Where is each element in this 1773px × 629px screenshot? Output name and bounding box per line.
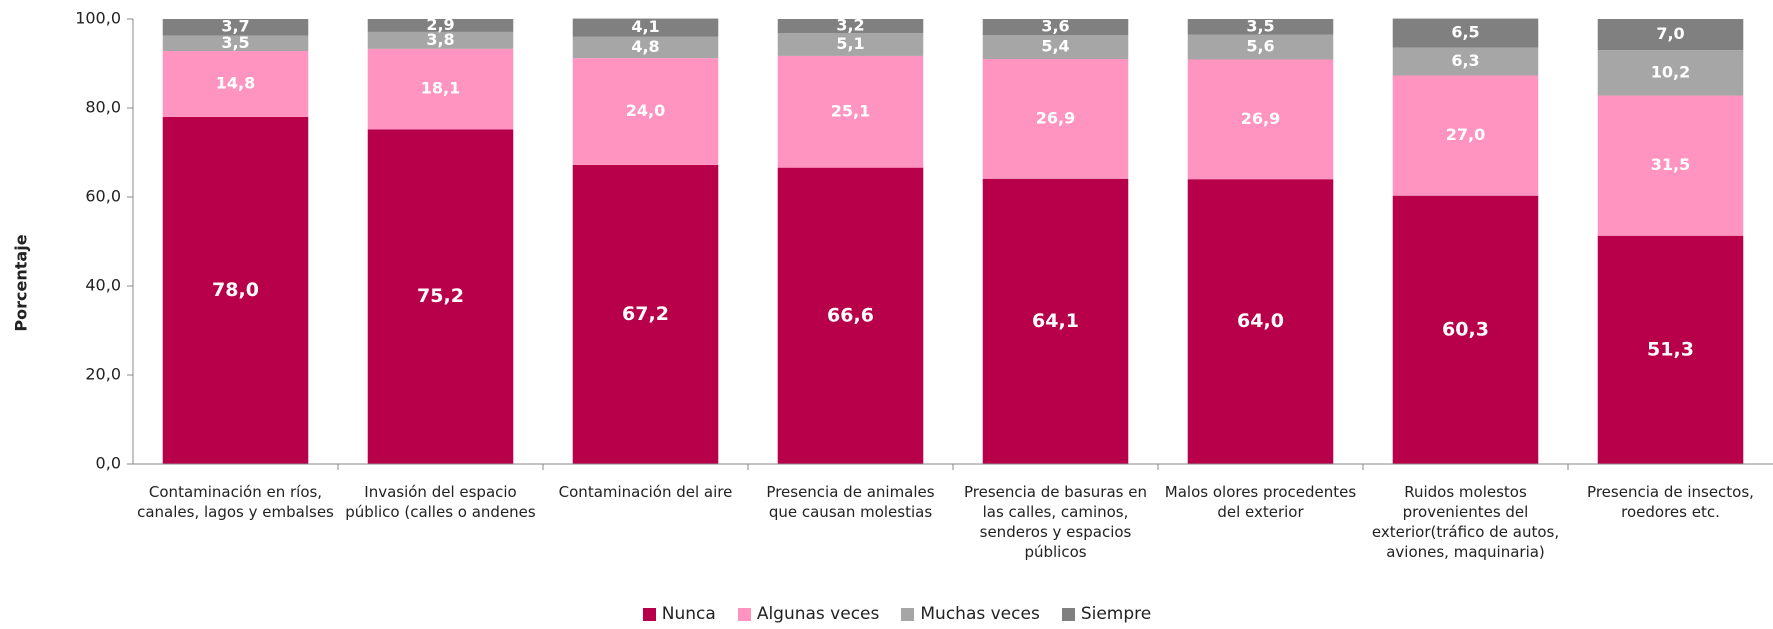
y-tick-label: 20,0: [85, 365, 121, 384]
bar-segment: [367, 129, 514, 465]
data-label: 51,3: [1647, 338, 1694, 360]
legend-swatch: [901, 607, 915, 621]
bar-segment: [162, 35, 309, 52]
bar-segment: [1392, 75, 1539, 196]
data-label: 2,9: [426, 15, 454, 34]
bar-segment: [777, 55, 924, 168]
data-label: 24,0: [626, 101, 665, 120]
bar-segment: [1392, 18, 1539, 48]
data-label: 31,5: [1651, 155, 1690, 174]
bar-segment: [777, 167, 924, 464]
bar-segment: [1187, 19, 1334, 35]
x-tick-label: Presencia de insectos, roedores etc.: [1587, 483, 1754, 521]
bar-segment: [572, 36, 719, 59]
chart: Porcentaje 0,0 20,0 40,0 60,0 80,0 100,0 78,0 1…: [12, 9, 1773, 473]
data-label: 3,5: [1246, 16, 1274, 35]
data-label: 6,3: [1451, 51, 1479, 70]
y-tick-label: 0,0: [96, 454, 121, 473]
bar-segment: [982, 178, 1129, 464]
legend-swatch: [737, 607, 751, 621]
bar-segment: [1597, 19, 1744, 51]
data-label: 4,1: [631, 17, 659, 36]
data-label: 5,1: [836, 34, 864, 53]
data-label: 18,1: [421, 79, 460, 98]
bar-segment: [982, 59, 1129, 179]
bar-segment: [572, 164, 719, 464]
y-tick-label: 60,0: [85, 187, 121, 206]
data-label: 6,5: [1451, 23, 1479, 42]
bar-segment: [1187, 179, 1334, 464]
data-label: 67,2: [622, 303, 669, 325]
bar-segment: [367, 31, 514, 49]
legend-label: Muchas veces: [920, 604, 1040, 624]
bar-segment: [777, 33, 924, 56]
y-axis-label: Porcentaje: [12, 234, 31, 331]
data-label: 66,6: [827, 304, 874, 326]
bar-segment: [1597, 50, 1744, 96]
data-label: 25,1: [831, 101, 870, 120]
data-label: 7,0: [1656, 24, 1684, 43]
data-label: 26,9: [1036, 108, 1075, 127]
data-label: 3,2: [836, 16, 864, 35]
bar-segment: [1392, 195, 1539, 465]
bar-segment: [162, 51, 309, 117]
data-label: 3,8: [426, 30, 454, 49]
bar-segment: [162, 19, 309, 36]
data-label: 3,7: [221, 17, 249, 36]
bar-segment: [982, 19, 1129, 36]
data-label: 64,0: [1237, 310, 1284, 332]
data-label: 27,0: [1446, 125, 1485, 144]
data-label: 3,6: [1041, 17, 1069, 36]
x-tick-label: Contaminación del aire: [558, 483, 733, 501]
bar-segment: [572, 18, 719, 37]
data-label: 5,6: [1246, 37, 1274, 56]
data-label: 26,9: [1241, 109, 1280, 128]
legend-item: Algunas veces: [737, 604, 880, 624]
bar-segment: [367, 19, 514, 32]
bar-segment: [777, 19, 924, 34]
x-tick-label: Invasión del espacio público (calles o a…: [345, 483, 536, 521]
bar-segment: [1187, 34, 1334, 60]
data-label: 60,3: [1442, 318, 1489, 340]
bar-segment: [982, 35, 1129, 60]
data-label: 4,8: [631, 37, 659, 56]
legend-item: Muchas veces: [901, 604, 1040, 624]
y-tick-label: 100,0: [75, 9, 121, 28]
legend-label: Nunca: [661, 604, 716, 624]
x-tick-label: Presencia de basuras en las calles, cami…: [963, 483, 1147, 561]
data-label: 78,0: [212, 279, 259, 301]
x-tick-label: Ruidos molestos provenientes del exterio…: [1371, 483, 1560, 561]
data-label: 5,4: [1041, 37, 1069, 56]
y-tick-label: 80,0: [85, 98, 121, 117]
bar-segment: [572, 58, 719, 165]
legend-swatch: [642, 607, 656, 621]
bar-segment: [367, 48, 514, 130]
x-tick-label: Malos olores procedentes del exterior: [1164, 483, 1357, 521]
y-tick-label: 40,0: [85, 276, 121, 295]
bar-segment: [1187, 59, 1334, 180]
bar-segment: [162, 116, 309, 465]
legend-item: Siempre: [1061, 604, 1152, 624]
data-label: 64,1: [1032, 310, 1079, 332]
legend: Nunca Algunas veces Muchas veces Siempre: [0, 604, 1773, 624]
legend-swatch: [1061, 607, 1075, 621]
bar-segment: [1597, 235, 1744, 464]
bar-segment: [1597, 95, 1744, 236]
data-label: 14,8: [216, 73, 255, 92]
legend-item: Nunca: [642, 604, 716, 624]
data-label: 75,2: [417, 285, 464, 307]
legend-label: Siempre: [1080, 604, 1152, 624]
data-label: 10,2: [1651, 62, 1690, 81]
bar-segment: [1392, 47, 1539, 76]
data-label: 3,5: [221, 33, 249, 52]
legend-label: Algunas veces: [756, 604, 880, 624]
x-tick-label: Presencia de animales que causan molesti…: [766, 483, 935, 521]
x-tick-label: Contaminación en ríos, canales, lagos y …: [137, 483, 334, 521]
